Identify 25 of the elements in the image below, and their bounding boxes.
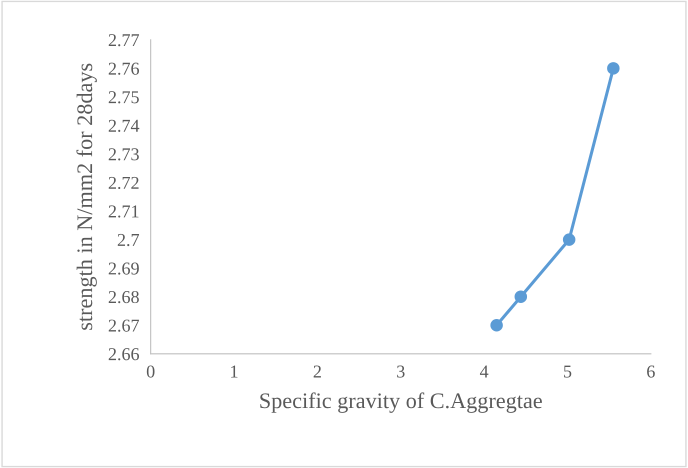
x-tick-label: 0 <box>146 365 154 378</box>
point <box>490 319 503 332</box>
x-axis-title: Specific gravity of C.Aggregtae <box>260 392 542 413</box>
x-tick-label: 6 <box>647 365 655 378</box>
x-tick-label: 2 <box>314 365 321 378</box>
x-tick-label: 1 <box>231 366 238 378</box>
y-tick-label: 2.73 <box>108 148 139 160</box>
y-axis-title: strength in N/mm2 for 28days <box>76 64 97 330</box>
y-tick-label: 2.74 <box>108 120 140 132</box>
x-tick-label: 5 <box>564 366 572 378</box>
y-tick-label: 2.71 <box>108 205 138 218</box>
y-tick-label: 2.69 <box>108 262 139 275</box>
point <box>562 233 576 246</box>
y-tick-label: 2.72 <box>108 176 139 190</box>
y-tick-label: 2.7 <box>118 234 140 246</box>
x-tick-label: 4 <box>480 366 488 378</box>
y-tick-label: 2.67 <box>108 320 140 332</box>
point <box>607 62 620 75</box>
point <box>514 290 528 303</box>
x-tick-label: 3 <box>397 365 405 378</box>
y-tick-label: 2.66 <box>108 348 140 360</box>
y-tick-label: 2.77 <box>108 34 140 46</box>
y-tick-label: 2.76 <box>108 62 140 75</box>
y-tick-label: 2.75 <box>108 91 139 104</box>
y-tick-label: 2.68 <box>108 290 139 304</box>
